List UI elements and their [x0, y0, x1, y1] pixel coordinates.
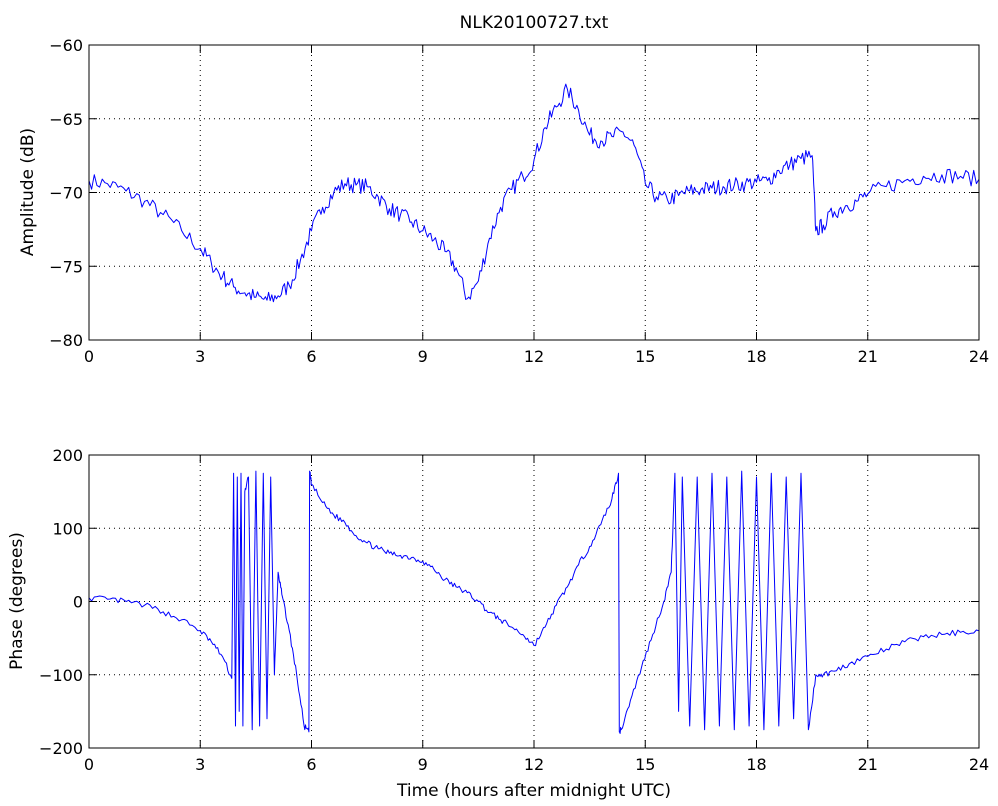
amplitude-y-tick-label: −75 — [49, 257, 83, 276]
amplitude-x-tick-label: 21 — [858, 347, 878, 366]
chart-title: NLK20100727.txt — [460, 13, 609, 33]
amplitude-x-tick-label: 3 — [195, 347, 205, 366]
phase-grid — [89, 455, 979, 748]
phase-y-tick-label: 200 — [52, 446, 83, 465]
phase-x-tick-label: 9 — [418, 755, 428, 774]
amplitude-series-line-0 — [88, 83, 980, 303]
phase-series-line-0 — [88, 470, 980, 734]
amplitude-trace — [88, 83, 980, 303]
amplitude-y-tick-label: −70 — [49, 184, 83, 203]
amplitude-y-tick-label: −65 — [49, 110, 83, 129]
x-axis-label: Time (hours after midnight UTC) — [396, 781, 671, 801]
amplitude-panel: NLK20100727.txt 0 3 6 9 12 15 18 21 24 −80 −75 −70 −… — [18, 13, 989, 366]
phase-panel: 0 3 6 9 12 15 18 21 24 −200 −100 0 100 200 Phase (deg… — [7, 446, 989, 801]
phase-x-tick-label: 3 — [195, 755, 205, 774]
phase-x-tick-label: 24 — [969, 755, 989, 774]
phase-x-tick-label: 15 — [635, 755, 655, 774]
amplitude-x-tick-label: 9 — [418, 347, 428, 366]
amplitude-grid — [89, 45, 979, 340]
phase-x-tick-label: 0 — [84, 755, 94, 774]
amplitude-x-tick-label: 24 — [969, 347, 989, 366]
phase-y-tick-label: −100 — [39, 666, 83, 685]
phase-y-tick-label: 100 — [52, 519, 83, 538]
phase-y-tick-label: −200 — [39, 739, 83, 758]
amplitude-y-axis-label: Amplitude (dB) — [18, 128, 38, 256]
amplitude-x-tick-label: 18 — [746, 347, 766, 366]
amplitude-y-tick-label: −60 — [49, 36, 83, 55]
phase-x-tick-label: 6 — [306, 755, 316, 774]
amplitude-y-tick-label: −80 — [49, 331, 83, 350]
phase-trace — [88, 470, 980, 734]
phase-ticks: 0 3 6 9 12 15 18 21 24 −200 −100 0 100 200 — [39, 446, 989, 774]
phase-y-tick-label: 0 — [73, 593, 83, 612]
amplitude-x-tick-label: 12 — [524, 347, 544, 366]
amplitude-x-tick-label: 6 — [306, 347, 316, 366]
phase-x-tick-label: 21 — [858, 755, 878, 774]
phase-x-tick-label: 12 — [524, 755, 544, 774]
amplitude-x-tick-label: 0 — [84, 347, 94, 366]
phase-x-tick-label: 18 — [746, 755, 766, 774]
phase-y-axis-label: Phase (degrees) — [7, 532, 27, 670]
amplitude-ticks: 0 3 6 9 12 15 18 21 24 −80 −75 −70 −65 −60 — [49, 36, 989, 366]
amplitude-x-tick-label: 15 — [635, 347, 655, 366]
